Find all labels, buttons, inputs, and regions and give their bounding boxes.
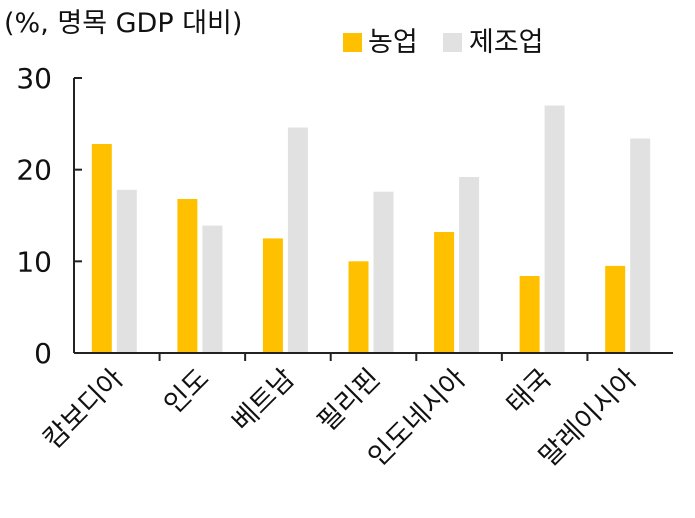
bar-agriculture-3	[348, 261, 369, 353]
bar-manufacturing-4	[459, 177, 480, 353]
bar-agriculture-0	[91, 144, 112, 353]
legend: 농업 제조업	[343, 27, 544, 58]
x-category-label: 태국	[500, 363, 557, 420]
legend-swatch-manufacturing	[443, 33, 462, 52]
y-tick-label: 30	[16, 62, 52, 95]
legend-label-manufacturing: 제조업	[469, 27, 544, 58]
bar-manufacturing-3	[373, 191, 394, 353]
x-category-label: 인도	[158, 363, 215, 420]
bar-manufacturing-0	[116, 189, 137, 353]
bar-manufacturing-1	[202, 225, 223, 353]
y-tick-label: 0	[34, 337, 52, 370]
x-axis-ticks	[158, 353, 589, 361]
y-axis-ticks: 0 10 20 30	[16, 62, 82, 370]
y-tick-label: 20	[16, 154, 52, 187]
x-category-label: 필리핀	[312, 363, 387, 438]
y-tick-label: 10	[16, 245, 52, 278]
legend-swatch-agriculture	[343, 33, 362, 52]
bar-manufacturing-5	[544, 105, 565, 353]
bars	[91, 105, 651, 353]
unit-label: (%, 명목 GDP 대비)	[4, 8, 242, 39]
bar-manufacturing-2	[287, 127, 308, 353]
bar-manufacturing-6	[630, 138, 651, 353]
x-category-label: 베트남	[226, 363, 301, 438]
bar-agriculture-6	[605, 265, 626, 353]
legend-label-agriculture: 농업	[368, 27, 418, 58]
bar-agriculture-2	[262, 238, 283, 353]
bar-agriculture-4	[434, 232, 455, 353]
bar-agriculture-5	[519, 276, 540, 353]
bar-agriculture-1	[177, 199, 198, 353]
x-category-label: 캄보디아	[38, 363, 130, 455]
